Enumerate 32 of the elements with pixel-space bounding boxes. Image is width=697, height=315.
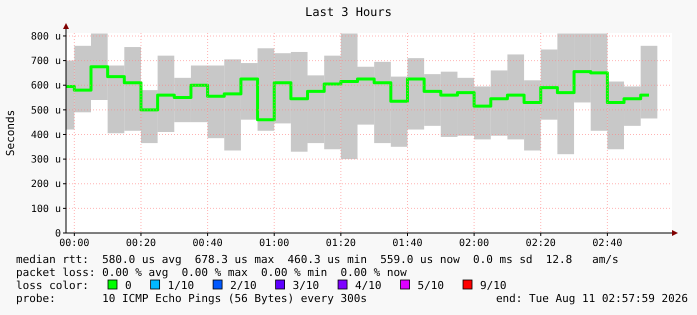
text: end: Tue Aug 11 02:57:59 2026 [496, 292, 688, 305]
x-tick-label: 00:20 [126, 238, 156, 249]
text: median rtt: 580.0 us avg 678.3 us max 460.3 us min 559.0 us now 0.0 ms sd 12.8 am/s [16, 253, 619, 266]
legend-label: 5/10 [418, 279, 444, 292]
y-axis-title: Seconds [4, 110, 17, 156]
legend-label: 9/10 [480, 279, 507, 292]
y-tick-label: 800 u [30, 31, 61, 42]
y-tick-label: 400 u [30, 130, 61, 141]
x-tick-label: 01:20 [326, 238, 356, 249]
text: packet loss: 0.00 % avg 0.00 % max 0.00 % min 0.00 % now [16, 266, 408, 279]
x-tick-label: 01:40 [392, 238, 423, 249]
y-tick-label: 100 u [30, 204, 61, 215]
x-tick-label: 00:40 [192, 238, 223, 249]
legend-label: 3/10 [292, 279, 320, 292]
y-tick-label: 600 u [30, 80, 61, 92]
legend-label: 2/10 [230, 279, 257, 292]
y-tick-label: 700 u [30, 56, 61, 68]
legend-title: loss color: [16, 279, 89, 292]
y-tick-label: 500 u [30, 105, 61, 116]
x-tick-label: 00:00 [59, 238, 90, 249]
x-tick-label: 02:40 [592, 238, 622, 249]
text: probe: 10 ICMP Echo Pings (56 Bytes) every 300s [16, 292, 367, 305]
legend-label: 1/10 [168, 279, 194, 292]
y-tick-label: 0 [54, 228, 61, 240]
y-tick-label: 300 u [30, 154, 61, 166]
chart-title: Last 3 Hours [305, 5, 392, 19]
legend-label: 0 [125, 279, 132, 292]
x-tick-label: 02:20 [526, 238, 556, 249]
y-tick-label: 200 u [30, 179, 61, 190]
x-tick-label: 01:00 [259, 238, 290, 249]
legend-label: 4/10 [355, 279, 382, 292]
x-tick-label: 02:00 [459, 238, 490, 249]
